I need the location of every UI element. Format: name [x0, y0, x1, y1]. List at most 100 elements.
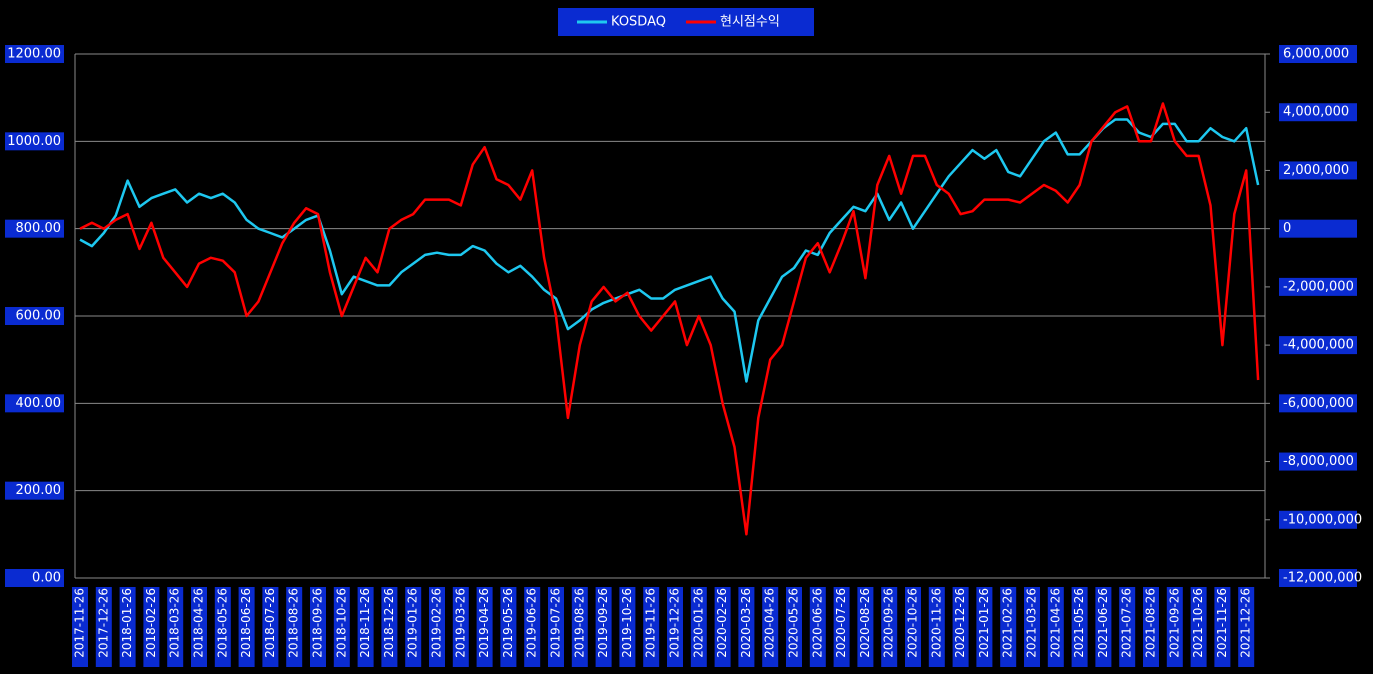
label-bg [1071, 587, 1088, 667]
label-bg [881, 587, 898, 667]
x-tick-label: 2018-09-26 [311, 588, 325, 658]
label-bg [1279, 569, 1357, 587]
label-bg [833, 587, 850, 667]
legend-label: KOSDAQ [611, 15, 666, 30]
x-tick-label: 2019-07-26 [549, 588, 563, 658]
y-tick-label: 1200.00 [7, 47, 61, 62]
y-tick-label: 1000.00 [7, 134, 61, 149]
label-bg [857, 587, 874, 667]
y-tick-label: 800.00 [16, 221, 62, 236]
y2-tick-label: 6,000,000 [1283, 47, 1349, 62]
label-bg [381, 587, 398, 667]
label-bg [1238, 587, 1255, 667]
label-bg [500, 587, 517, 667]
x-tick-label: 2018-05-26 [215, 588, 229, 658]
x-tick-label: 2018-07-26 [263, 588, 277, 658]
label-bg [1000, 587, 1017, 667]
x-tick-label: 2019-09-26 [596, 588, 610, 658]
label-bg [286, 587, 303, 667]
label-bg [191, 587, 207, 667]
label-bg [762, 587, 779, 667]
y2-tick-label: -2,000,000 [1283, 279, 1354, 294]
label-bg [1024, 587, 1040, 667]
label-bg [548, 587, 564, 667]
x-tick-label: 2020-08-26 [858, 588, 872, 658]
label-bg [1279, 452, 1357, 471]
label-bg [214, 587, 231, 667]
y2-tick-label: -6,000,000 [1283, 396, 1354, 411]
x-tick-label: 2021-10-26 [1191, 588, 1205, 658]
label-bg [667, 587, 683, 667]
label-bg [310, 587, 326, 667]
label-bg [524, 587, 541, 667]
x-tick-label: 2019-01-26 [406, 588, 420, 658]
y-tick-label: 200.00 [16, 483, 62, 498]
label-bg [1279, 161, 1357, 180]
label-bg [5, 481, 64, 500]
x-tick-label: 2021-04-26 [1048, 588, 1062, 658]
label-bg [928, 587, 945, 667]
label-bg [1279, 394, 1357, 413]
y2-tick-label: 0 [1283, 221, 1291, 236]
y2-tick-label: -8,000,000 [1283, 454, 1354, 469]
y2-tick-label: -4,000,000 [1283, 338, 1354, 353]
label-bg [714, 587, 731, 667]
label-bg [72, 587, 88, 667]
x-tick-label: 2020-05-26 [787, 588, 801, 658]
x-tick-label: 2020-03-26 [739, 588, 753, 658]
label-bg [238, 587, 255, 667]
x-tick-label: 2021-08-26 [1144, 588, 1158, 658]
x-tick-label: 2017-12-26 [96, 588, 110, 658]
label-bg [1279, 103, 1357, 122]
x-tick-label: 2021-09-26 [1167, 588, 1181, 658]
label-bg [905, 587, 921, 667]
label-bg [786, 587, 802, 667]
label-bg [262, 587, 279, 667]
label-bg [1279, 45, 1357, 63]
y-tick-label: 0.00 [32, 571, 61, 586]
x-tick-label: 2020-07-26 [834, 588, 848, 658]
x-tick-label: 2020-12-26 [953, 588, 967, 658]
label-bg [1095, 587, 1112, 667]
x-tick-label: 2018-11-26 [358, 588, 372, 658]
x-tick-label: 2021-03-26 [1025, 588, 1039, 658]
label-bg [976, 587, 993, 667]
label-bg [1190, 587, 1207, 667]
x-tick-label: 2019-08-26 [572, 588, 586, 658]
label-bg [5, 394, 64, 413]
x-tick-label: 2018-10-26 [334, 588, 348, 658]
x-tick-label: 2018-02-26 [144, 588, 158, 658]
x-tick-label: 2021-11-26 [1215, 588, 1229, 658]
label-bg [95, 587, 112, 667]
series-line [79, 102, 1260, 536]
label-bg [809, 587, 826, 667]
label-bg [452, 587, 469, 667]
x-tick-label: 2018-01-26 [120, 588, 134, 658]
label-bg [167, 587, 184, 667]
x-tick-label: 2020-11-26 [929, 588, 943, 658]
x-tick-label: 2018-04-26 [192, 588, 206, 658]
x-tick-label: 2020-10-26 [906, 588, 920, 658]
x-tick-label: 2021-01-26 [977, 588, 991, 658]
x-tick-label: 2019-05-26 [501, 588, 515, 658]
label-bg [429, 587, 445, 667]
x-tick-label: 2021-02-26 [1001, 588, 1015, 658]
label-bg [571, 587, 588, 667]
y-tick-label: 600.00 [16, 309, 62, 324]
label-bg [5, 307, 64, 325]
x-tick-label: 2018-03-26 [168, 588, 182, 658]
label-bg [476, 587, 493, 667]
label-bg [1279, 277, 1357, 296]
label-bg [333, 587, 350, 667]
label-bg [5, 45, 64, 63]
x-tick-label: 2019-06-26 [525, 588, 539, 658]
x-tick-label: 2020-09-26 [882, 588, 896, 658]
x-tick-label: 2021-06-26 [1096, 588, 1110, 658]
label-bg [357, 587, 374, 667]
label-bg [690, 587, 707, 667]
label-bg [405, 587, 422, 667]
y2-tick-label: -12,000,000 [1283, 571, 1362, 586]
label-bg [5, 132, 64, 151]
